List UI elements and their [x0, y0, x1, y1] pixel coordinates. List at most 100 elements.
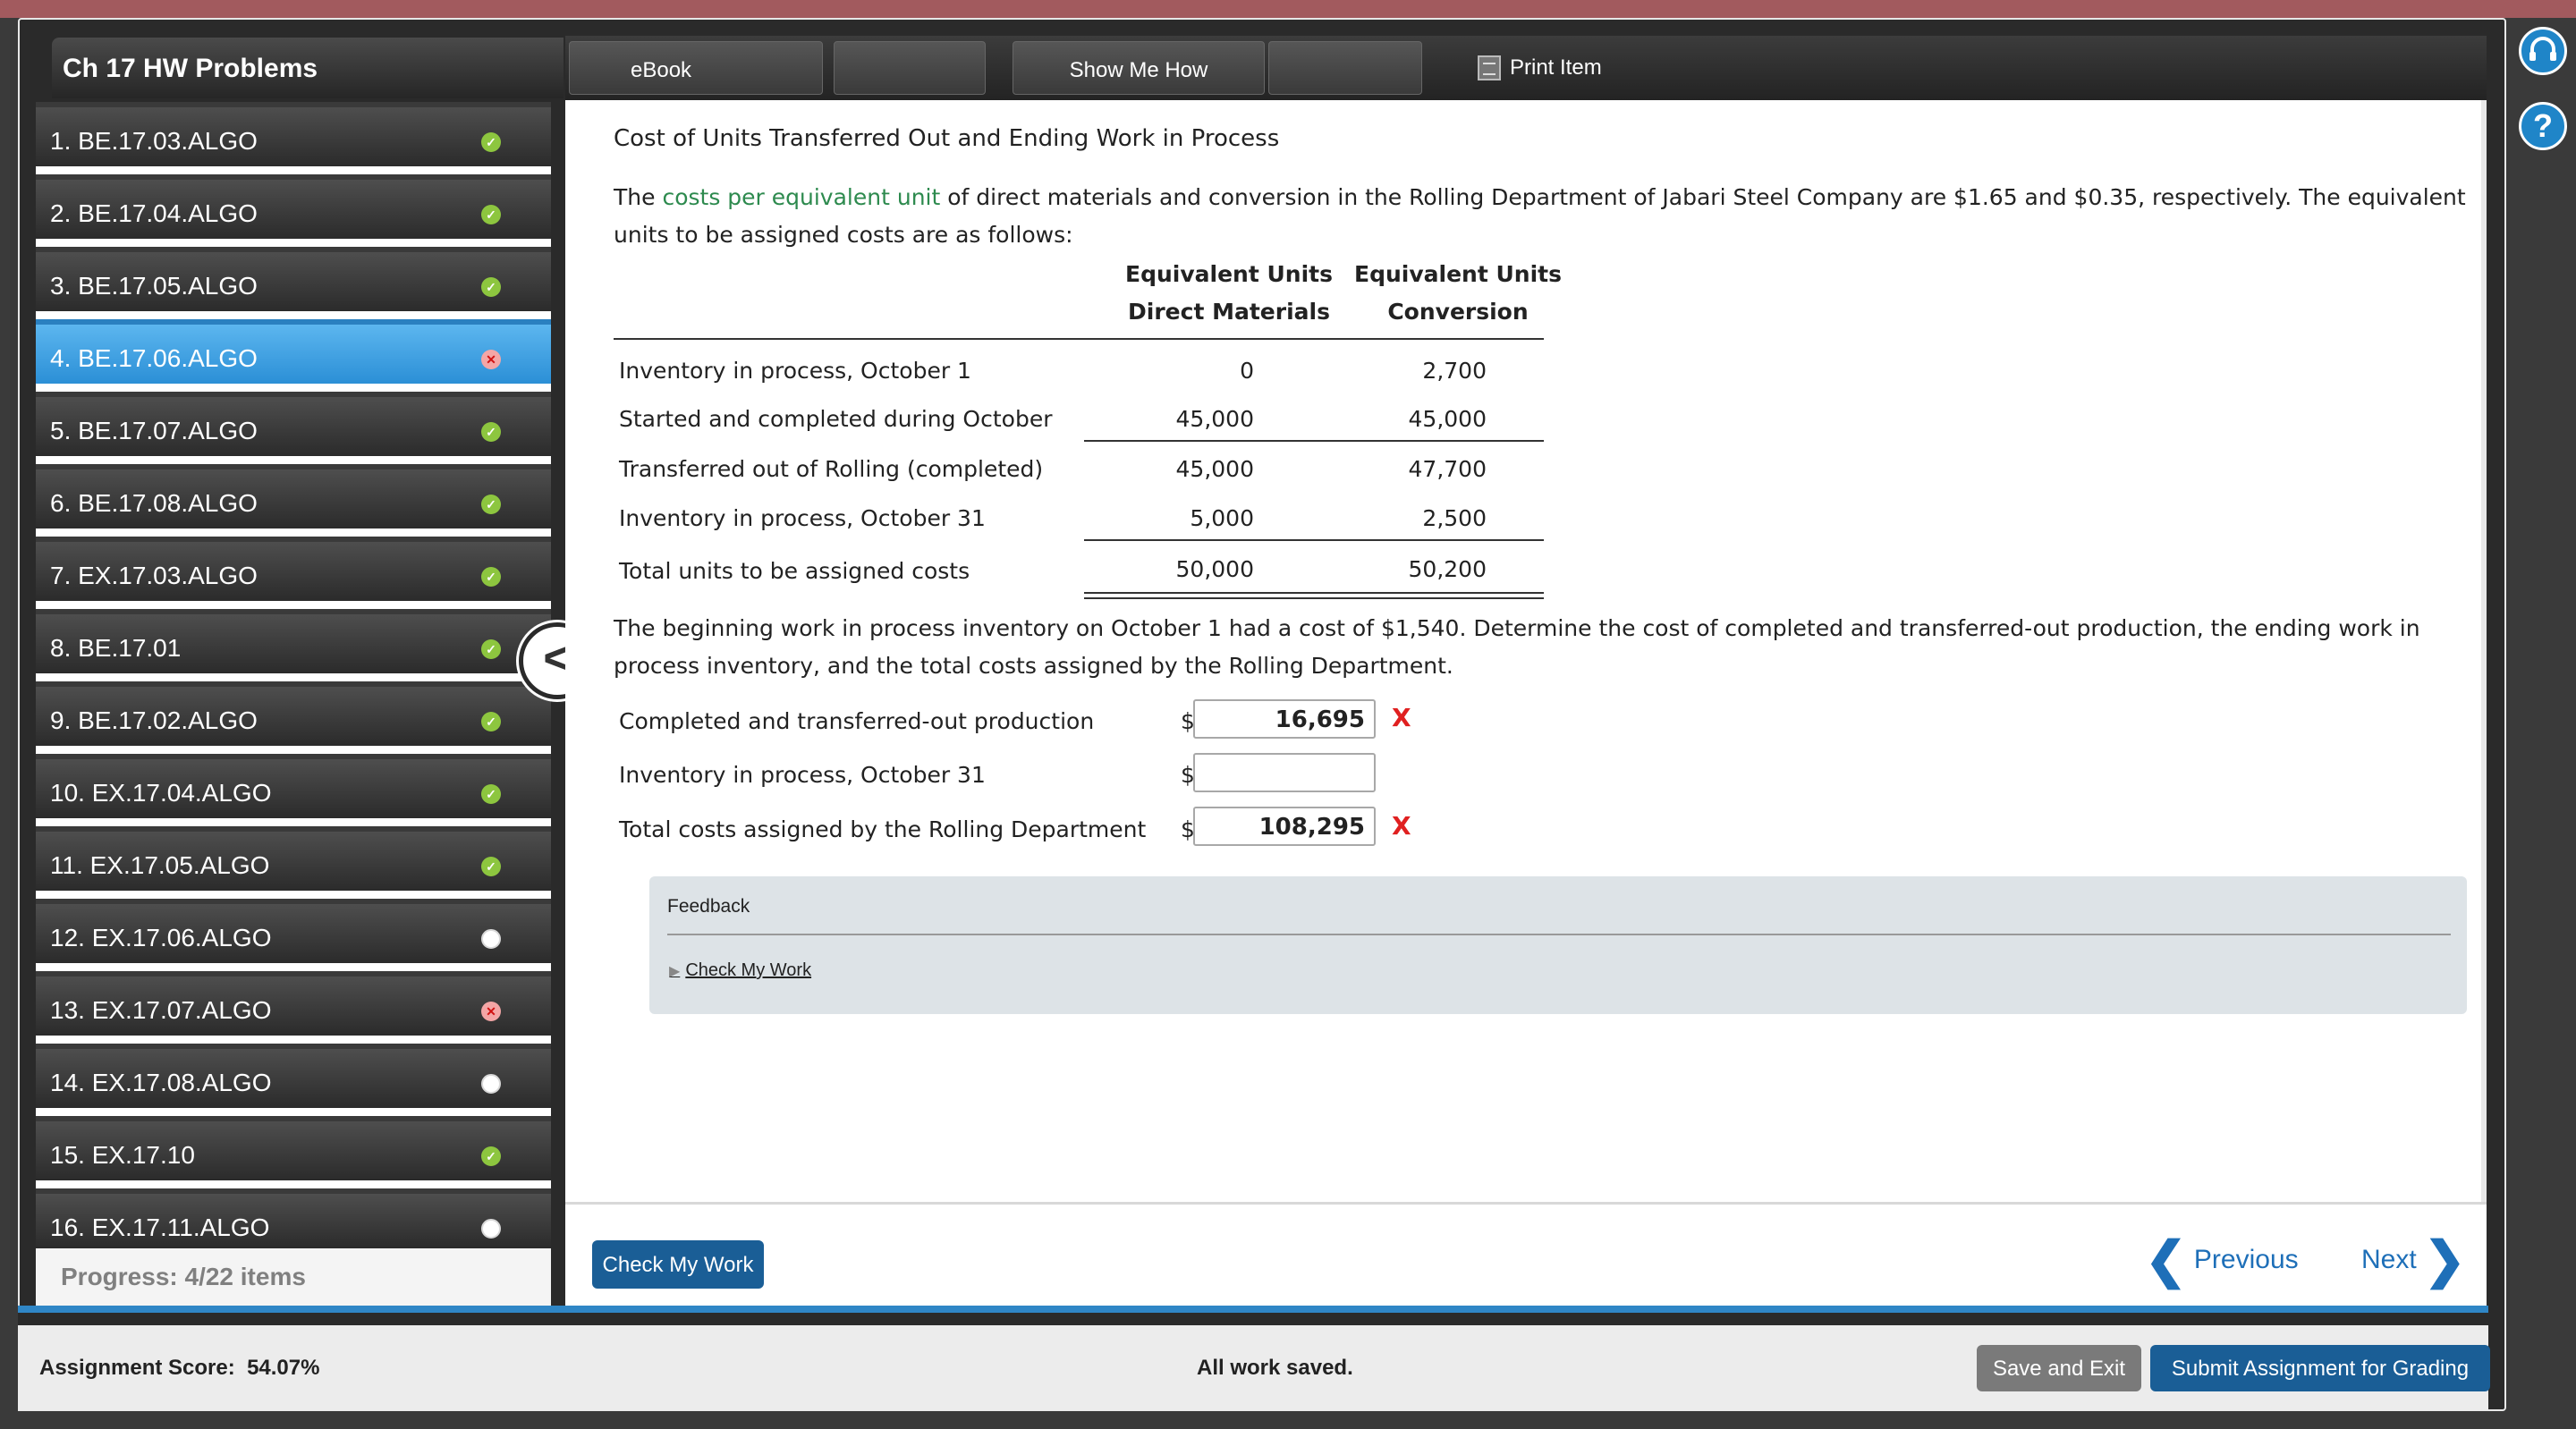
sidebar-item-5[interactable]: 5. BE.17.07.ALGO ✓ — [36, 392, 551, 456]
footer: Assignment Score: 54.07% All work saved.… — [18, 1325, 2490, 1411]
sidebar-item-12[interactable]: 12. EX.17.06.ALGO — [36, 899, 551, 963]
previous-button[interactable]: ❮ Previous — [2145, 1235, 2299, 1285]
toolbar-blank-button — [834, 41, 986, 95]
x-circle-icon: ✕ — [481, 1002, 501, 1021]
problem-panel: Cost of Units Transferred Out and Ending… — [565, 100, 2481, 1202]
table-row-label: Transferred out of Rolling (completed) — [619, 456, 1044, 482]
table-row-label: Inventory in process, October 31 — [619, 505, 986, 531]
check-icon: ✓ — [481, 132, 501, 152]
currency-symbol: $ — [1181, 816, 1195, 842]
currency-symbol: $ — [1181, 762, 1195, 788]
ebook-button[interactable]: eBook — [569, 41, 823, 95]
sidebar-item-9[interactable]: 9. BE.17.02.ALGO ✓ — [36, 681, 551, 746]
feedback-divider — [667, 934, 2451, 935]
sidebar-item-7[interactable]: 7. EX.17.03.ALGO ✓ — [36, 537, 551, 601]
headset-support-icon[interactable] — [2519, 27, 2567, 75]
sidebar-item-8[interactable]: 8. BE.17.01 ✓ — [36, 609, 551, 673]
answer-label: Completed and transferred-out production — [619, 708, 1095, 734]
sidebar-item-label: 11. EX.17.05.ALGO — [50, 851, 270, 879]
sidebar-item-label: 2. BE.17.04.ALGO — [50, 199, 258, 227]
sidebar-item-11[interactable]: 11. EX.17.05.ALGO ✓ — [36, 826, 551, 891]
col-header-conv-2: Conversion — [1387, 299, 1529, 325]
check-icon: ✓ — [481, 567, 501, 587]
submit-assignment-button[interactable]: Submit Assignment for Grading — [2150, 1345, 2490, 1391]
sidebar-item-1[interactable]: 1. BE.17.03.ALGO ✓ — [36, 102, 551, 166]
sidebar-item-label: 13. EX.17.07.ALGO — [50, 996, 272, 1024]
check-icon: ✓ — [481, 639, 501, 659]
incorrect-x-icon: X — [1392, 703, 1411, 732]
problem-intro: The costs per equivalent unit of direct … — [614, 179, 2469, 254]
total-rule — [1084, 592, 1544, 594]
print-icon — [1478, 55, 1501, 80]
scrollbar[interactable] — [2481, 100, 2487, 1202]
sidebar-item-6[interactable]: 6. BE.17.08.ALGO ✓ — [36, 464, 551, 528]
sidebar-item-label: 4. BE.17.06.ALGO — [50, 344, 258, 372]
next-label: Next — [2361, 1245, 2417, 1274]
feedback-link-label: Check My Work — [685, 960, 812, 980]
intro-text: The — [614, 184, 663, 210]
check-icon: ✓ — [481, 422, 501, 442]
sidebar-item-10[interactable]: 10. EX.17.04.ALGO ✓ — [36, 754, 551, 818]
check-icon: ✓ — [481, 857, 501, 876]
question-list: 1. BE.17.03.ALGO ✓ 2. BE.17.04.ALGO ✓ 3.… — [36, 102, 551, 1306]
table-cell: 45,000 — [1175, 406, 1254, 432]
check-my-work-button[interactable]: Check My Work — [592, 1240, 764, 1289]
subtotal-rule — [1084, 539, 1544, 541]
previous-label: Previous — [2193, 1245, 2299, 1274]
sidebar-item-label: 5. BE.17.07.ALGO — [50, 417, 258, 444]
completed-transferred-input[interactable]: 16,695 — [1193, 699, 1376, 739]
check-icon: ✓ — [481, 712, 501, 731]
bottom-navigation: Check My Work ❮ Previous Next ❯ — [565, 1202, 2487, 1306]
feedback-check-my-work-link[interactable]: ▶ Check My Work — [669, 960, 811, 981]
check-icon: ✓ — [481, 1146, 501, 1166]
table-cell: 45,000 — [1175, 456, 1254, 482]
sidebar-item-2[interactable]: 2. BE.17.04.ALGO ✓ — [36, 174, 551, 239]
sidebar-item-4[interactable]: 4. BE.17.06.ALGO ✕ — [36, 319, 551, 384]
currency-symbol: $ — [1181, 708, 1195, 734]
inventory-oct31-input[interactable] — [1193, 753, 1376, 792]
print-item-label: Print Item — [1510, 55, 1602, 80]
incorrect-x-icon: X — [1392, 811, 1411, 841]
help-icon[interactable]: ? — [2519, 102, 2567, 150]
total-costs-input[interactable]: 108,295 — [1193, 807, 1376, 846]
table-cell: 2,500 — [1422, 505, 1487, 531]
sidebar-item-13[interactable]: 13. EX.17.07.ALGO ✕ — [36, 971, 551, 1036]
sidebar-title: Ch 17 HW Problems — [52, 38, 564, 98]
chevron-left-icon: ❮ — [2145, 1231, 2187, 1288]
sidebar-item-14[interactable]: 14. EX.17.08.ALGO — [36, 1044, 551, 1108]
sidebar-item-label: 8. BE.17.01 — [50, 634, 182, 662]
feedback-title: Feedback — [667, 896, 750, 917]
table-cell: 2,700 — [1422, 358, 1487, 384]
table-row-label: Inventory in process, October 1 — [619, 358, 971, 384]
sidebar-item-3[interactable]: 3. BE.17.05.ALGO ✓ — [36, 247, 551, 311]
sidebar-item-label: 14. EX.17.08.ALGO — [50, 1069, 272, 1096]
check-icon: ✓ — [481, 277, 501, 297]
show-me-how-button[interactable]: Show Me How — [1013, 41, 1265, 95]
score-value: 54.07% — [247, 1356, 320, 1380]
intro-text: of direct materials and conversion in th… — [614, 184, 2466, 248]
sidebar-item-label: 10. EX.17.04.ALGO — [50, 779, 272, 807]
assignment-score: Assignment Score: 54.07% — [39, 1356, 319, 1381]
print-item-button[interactable]: Print Item — [1478, 55, 1602, 80]
check-icon: ✓ — [481, 495, 501, 514]
subtotal-rule — [1084, 440, 1544, 442]
table-row-label: Total units to be assigned costs — [619, 558, 970, 584]
col-header-dm-2: Direct Materials — [1128, 299, 1330, 325]
sidebar-item-label: 7. EX.17.03.ALGO — [50, 562, 258, 589]
answer-label: Total costs assigned by the Rolling Depa… — [619, 816, 1147, 842]
save-status: All work saved. — [1197, 1356, 1353, 1380]
table-cell: 5,000 — [1190, 505, 1254, 531]
sidebar-item-label: 3. BE.17.05.ALGO — [50, 272, 258, 300]
table-cell: 50,000 — [1175, 556, 1254, 582]
save-and-exit-button[interactable]: Save and Exit — [1977, 1345, 2141, 1391]
sidebar-item-label: 15. EX.17.10 — [50, 1141, 195, 1169]
progress-text: Progress: 4/22 items — [36, 1248, 551, 1306]
col-header-dm-1: Equivalent Units — [1125, 261, 1333, 287]
sidebar-item-16[interactable]: 16. EX.17.11.ALGO — [36, 1188, 551, 1248]
check-icon: ✓ — [481, 205, 501, 224]
triangle-right-icon: ▶ — [669, 963, 681, 979]
feedback-panel: Feedback ▶ Check My Work — [649, 876, 2467, 1014]
sidebar-item-15[interactable]: 15. EX.17.10 ✓ — [36, 1116, 551, 1180]
costs-per-equivalent-unit-link[interactable]: costs per equivalent unit — [662, 184, 941, 210]
next-button[interactable]: Next ❯ — [2361, 1235, 2466, 1285]
